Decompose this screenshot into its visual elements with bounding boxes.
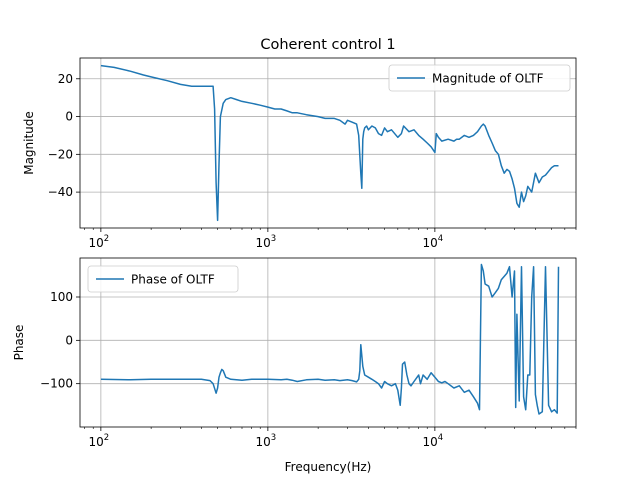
phase-subplot: 102 103 104 100 0 −100 Phase Phase of OLTF (12, 257, 577, 449)
x-tick-label: 102 (89, 234, 110, 250)
legend-label: Magnitude of OLTF (432, 72, 544, 86)
y-tick-label: −20 (48, 147, 73, 161)
axes-frame (79, 257, 577, 428)
x-tick-label: 103 (256, 433, 277, 449)
axes-frame (79, 57, 577, 229)
y-tick-label: 20 (58, 72, 73, 86)
y-tick-label: 0 (65, 110, 73, 124)
y-tick-label: 0 (65, 333, 73, 347)
x-tick-label: 104 (423, 433, 444, 449)
series-line (100, 263, 560, 415)
y-axis-label: Magnitude (22, 111, 36, 175)
x-tick-label: 104 (423, 234, 444, 250)
x-axis-label: Frequency(Hz) (285, 460, 372, 474)
y-tick-label: −100 (40, 377, 73, 391)
y-tick-label: −40 (48, 185, 73, 199)
legend-box (87, 265, 239, 293)
magnitude-subplot: 102 103 104 20 0 −20 −40 Magnitude Magnitude of … (22, 57, 577, 250)
x-tick-label: 102 (89, 433, 110, 449)
y-tick-label: 100 (50, 290, 73, 304)
x-tick-label: 103 (256, 234, 277, 250)
legend-label: Phase of OLTF (131, 273, 215, 287)
chart-title: Coherent control 1 (260, 37, 395, 53)
series-line (100, 64, 559, 222)
y-axis-label: Phase (12, 325, 26, 361)
legend-box (388, 64, 571, 92)
